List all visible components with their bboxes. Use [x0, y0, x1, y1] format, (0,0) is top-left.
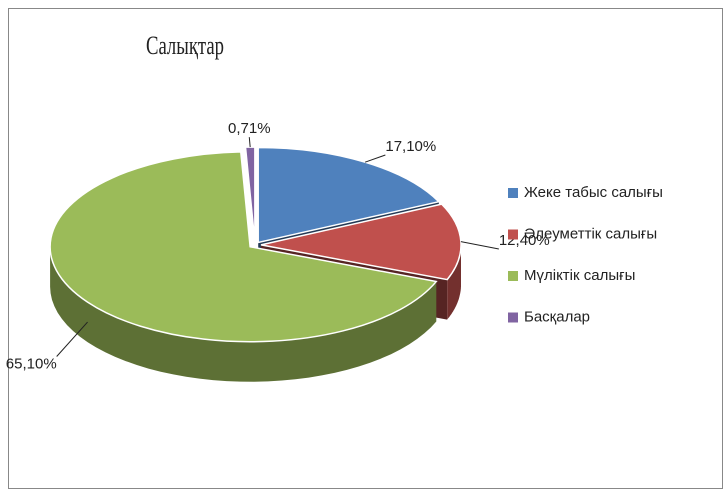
legend-swatch — [508, 188, 518, 198]
legend-label: Әлеуметтік салығы — [524, 225, 657, 242]
legend-label: Жеке табыс салығы — [524, 184, 663, 201]
pie-slice — [244, 146, 256, 243]
pie-slice — [49, 151, 438, 382]
leader-line — [364, 154, 386, 163]
slice-top — [260, 203, 462, 281]
data-label: 65,10% — [6, 355, 57, 372]
legend-swatch — [508, 271, 518, 281]
data-label: 0,71% — [228, 120, 271, 137]
slice-top — [49, 151, 438, 343]
legend-label: Басқалар — [524, 308, 590, 325]
slice-top — [244, 146, 256, 243]
legend-swatch — [508, 229, 518, 240]
legend-swatch — [508, 312, 518, 323]
slice-side — [50, 246, 437, 382]
data-label: 17,10% — [385, 138, 436, 155]
leader-line — [460, 241, 499, 250]
leader-line — [56, 321, 88, 357]
leader-line — [248, 137, 251, 148]
chart-title: Салықтар — [146, 31, 224, 60]
legend-label: Мүліктік салығы — [524, 267, 635, 284]
